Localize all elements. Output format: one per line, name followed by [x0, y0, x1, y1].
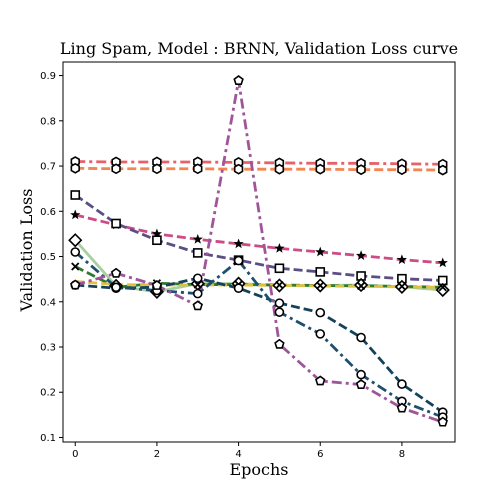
data-point	[70, 279, 81, 290]
axes: 0 2 4 6 8 0.1 0.2 0.3 0.4 0.5 0.6 0.7 0.8 0.9	[40, 61, 456, 460]
series-10	[74, 79, 444, 424]
data-point	[233, 238, 244, 249]
y-tick-label: 0.3	[40, 343, 56, 354]
series-1	[75, 160, 443, 166]
data-point	[315, 246, 326, 257]
data-point	[356, 332, 366, 343]
data-point	[355, 379, 367, 389]
data-point	[274, 338, 285, 349]
data-point	[71, 262, 80, 271]
data-point	[110, 267, 122, 278]
x-axis-label: Epochs	[229, 460, 288, 479]
data-point	[70, 209, 81, 220]
data-point	[315, 375, 326, 386]
data-point	[233, 283, 244, 293]
series-3-line	[74, 213, 443, 265]
y-tick-label: 0.4	[40, 297, 56, 308]
y-tick-label: 0.2	[40, 388, 56, 399]
y-tick-label: 0.7	[40, 162, 56, 173]
series-10-markers	[70, 75, 448, 427]
data-point	[111, 282, 121, 293]
data-point	[396, 254, 408, 265]
x-tick-label: 2	[154, 449, 160, 460]
data-point	[356, 369, 366, 380]
data-point	[356, 164, 366, 176]
y-tick-label: 0.1	[40, 433, 56, 444]
series-2	[75, 166, 443, 172]
data-point	[233, 163, 244, 175]
data-point	[274, 263, 285, 274]
series-7	[75, 280, 443, 289]
data-point	[70, 162, 80, 174]
series-2-line	[75, 166, 443, 172]
data-point	[152, 235, 162, 246]
data-point	[438, 283, 447, 292]
data-point	[70, 190, 81, 200]
data-point	[274, 243, 285, 253]
data-point	[316, 281, 325, 290]
data-point	[315, 267, 326, 277]
data-point	[111, 163, 121, 175]
x-tick-label: 6	[317, 449, 323, 460]
data-point	[275, 280, 284, 290]
series-4-line	[74, 193, 443, 282]
data-point	[438, 164, 448, 176]
data-point	[70, 247, 81, 257]
chart-title: Ling Spam, Model : BRNN, Validation Loss…	[60, 39, 458, 58]
series-1-line	[75, 160, 443, 166]
data-point	[315, 307, 326, 318]
y-axis-label: Validation Loss	[17, 189, 36, 313]
data-point	[437, 257, 448, 268]
series-8	[75, 276, 444, 414]
series-9	[74, 250, 444, 419]
y-tick-label: 0.8	[40, 116, 56, 127]
axes-frame	[62, 61, 456, 443]
series-3	[74, 213, 443, 265]
data-point	[315, 329, 326, 339]
data-point	[192, 288, 203, 299]
x-tick-label: 4	[235, 449, 241, 460]
data-point	[397, 282, 407, 291]
y-tick-label: 0.6	[40, 207, 56, 218]
x-tick-label: 8	[399, 449, 405, 460]
data-point	[397, 379, 407, 389]
data-point	[356, 281, 366, 291]
y-tick-label: 0.5	[40, 252, 56, 263]
series-2-markers	[70, 162, 448, 176]
series-10-line	[74, 79, 444, 424]
data-point	[315, 163, 325, 175]
data-point	[396, 402, 408, 413]
series-7-line	[75, 280, 443, 289]
data-point	[274, 163, 285, 175]
data-point	[192, 273, 203, 284]
data-point	[437, 416, 448, 427]
data-point	[193, 163, 203, 175]
data-point	[151, 279, 163, 290]
data-point	[152, 163, 162, 175]
data-point	[355, 250, 367, 260]
data-point	[192, 300, 203, 311]
series-4	[74, 193, 443, 282]
data-point	[397, 164, 407, 176]
data-point	[274, 307, 285, 317]
data-point	[68, 233, 83, 248]
series-9-line	[74, 250, 444, 419]
data-point	[192, 233, 203, 244]
series-8-line	[75, 276, 444, 414]
x-tick-label: 0	[72, 449, 78, 460]
y-tick-label: 0.9	[40, 71, 56, 82]
data-point	[111, 218, 121, 229]
data-point	[233, 75, 244, 85]
data-point	[233, 255, 244, 266]
data-point	[274, 298, 285, 308]
plot-area	[68, 75, 450, 427]
data-point	[192, 248, 203, 258]
